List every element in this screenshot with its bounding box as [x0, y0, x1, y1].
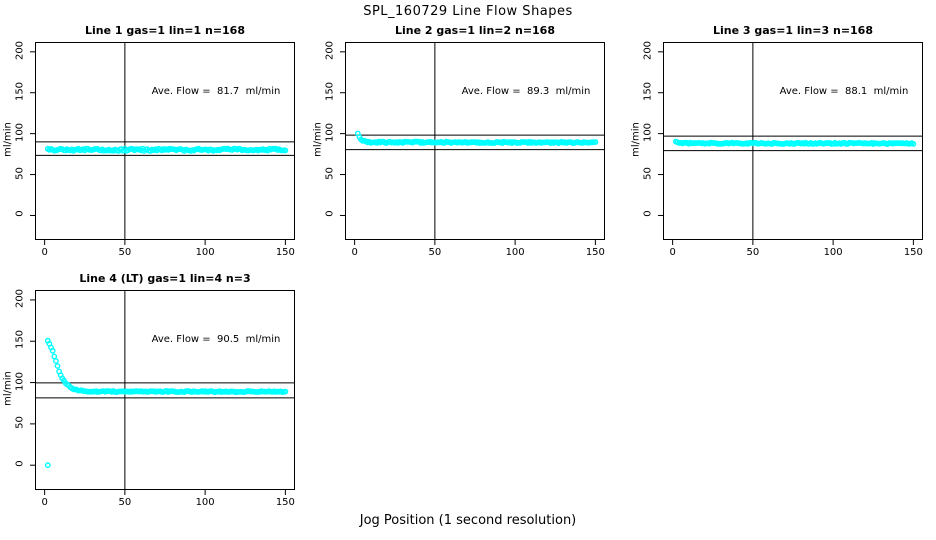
data-point [282, 388, 289, 395]
x-tick-label: 100 [823, 247, 843, 258]
plot-box [663, 42, 923, 240]
y-tick-label: 50 [14, 166, 26, 180]
data-point [592, 139, 599, 146]
data-point [54, 363, 61, 369]
plot-title-line-3: Line 3 gas=1 lin=3 n=168 [712, 24, 873, 37]
plot-area-line-4 [30, 290, 295, 495]
x-tick-label: 150 [275, 247, 295, 258]
plot-box [35, 42, 295, 240]
x-tick-label: 100 [195, 497, 215, 508]
y-tick-label: 200 [14, 288, 26, 308]
y-tick-label: 0 [14, 210, 26, 218]
y-axis-label-2: ml/min [312, 122, 324, 157]
y-tick-label: 100 [642, 122, 654, 142]
y-tick-label: 0 [324, 210, 336, 218]
main-title: SPL_160729 Line Flow Shapes [363, 4, 573, 19]
y-tick-label: 200 [14, 40, 26, 60]
y-tick-label: 150 [14, 330, 26, 350]
y-axis-label-3: ml/min [630, 122, 642, 157]
annotation-ave-flow-1: Ave. Flow = 81.7 ml/min [151, 86, 281, 97]
y-tick-label: 100 [324, 122, 336, 142]
plot-area-line-1 [30, 42, 295, 245]
plot-title-line-4: Line 4 (LT) gas=1 lin=4 n=3 [79, 272, 251, 285]
annotation-ave-flow-4: Ave. Flow = 90.5 ml/min [151, 334, 281, 345]
x-tick-label: 150 [585, 247, 605, 258]
y-tick-label: 200 [642, 40, 654, 60]
x-tick-label: 50 [746, 247, 760, 258]
data-point [910, 141, 917, 147]
data-point [52, 358, 59, 364]
x-tick-label: 50 [118, 497, 132, 508]
y-tick-label: 50 [14, 416, 26, 429]
y-tick-label: 50 [324, 166, 336, 180]
data-point [44, 462, 51, 469]
y-tick-label: 100 [14, 122, 26, 142]
y-tick-label: 150 [642, 81, 654, 101]
y-axis-label-1: ml/min [2, 122, 14, 157]
plot-area-line-2 [340, 42, 605, 245]
y-tick-label: 0 [642, 210, 654, 218]
y-tick-label: 200 [324, 40, 336, 60]
x-tick-label: 50 [118, 247, 132, 258]
x-tick-label: 0 [351, 247, 358, 258]
data-point [49, 347, 56, 354]
data-point [51, 353, 58, 360]
x-tick-label: 0 [41, 497, 48, 508]
plot-area-line-3 [658, 42, 923, 245]
x-tick-label: 0 [41, 247, 48, 258]
y-tick-label: 0 [14, 460, 26, 467]
annotation-ave-flow-2: Ave. Flow = 89.3 ml/min [461, 86, 591, 97]
y-tick-label: 150 [14, 81, 26, 101]
x-tick-label: 100 [195, 247, 215, 258]
x-tick-label: 50 [428, 247, 442, 258]
y-tick-label: 150 [324, 81, 336, 101]
y-tick-label: 100 [14, 371, 26, 391]
x-tick-label: 150 [903, 247, 923, 258]
plot-box [35, 290, 295, 490]
x-axis-label: Jog Position (1 second resolution) [359, 513, 577, 528]
plot-box [345, 42, 605, 240]
data-point [282, 147, 289, 154]
y-axis-label-4: ml/min [2, 371, 14, 406]
y-tick-label: 50 [642, 166, 654, 180]
x-tick-label: 150 [275, 497, 295, 508]
annotation-ave-flow-3: Ave. Flow = 88.1 ml/min [779, 86, 909, 97]
x-tick-label: 100 [505, 247, 525, 258]
plot-title-line-1: Line 1 gas=1 lin=1 n=168 [84, 24, 245, 37]
plot-title-line-2: Line 2 gas=1 lin=2 n=168 [394, 24, 555, 37]
x-tick-label: 0 [669, 247, 676, 258]
